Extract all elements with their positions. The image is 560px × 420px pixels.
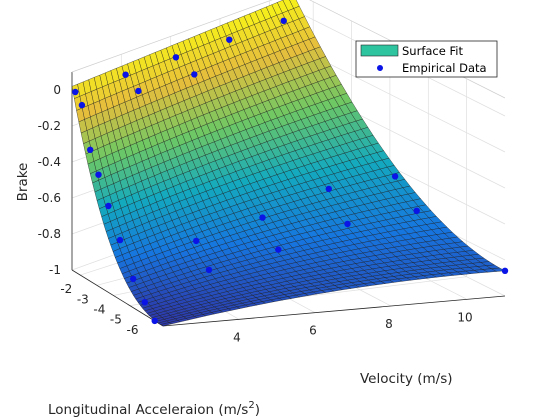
y-tick-label: -5 bbox=[110, 313, 122, 327]
tick-labels: 0 -0.2 -0.4 -0.6 -0.8 -1 -2 -3 -4 -5 -6 4 6 8 10 bbox=[38, 83, 473, 344]
x-tick-label: 6 bbox=[309, 324, 317, 338]
z-axis-label: Brake bbox=[15, 163, 31, 202]
z-tick-label: -0.8 bbox=[38, 227, 61, 241]
x-tick-label: 8 bbox=[385, 317, 393, 331]
y-tick-label: -3 bbox=[77, 292, 89, 306]
x-axis-line bbox=[162, 295, 506, 327]
y-tick-label: -6 bbox=[127, 323, 139, 337]
data-point bbox=[501, 267, 509, 274]
z-tick-label: 0 bbox=[53, 83, 61, 97]
data-point bbox=[259, 214, 266, 221]
data-point bbox=[72, 88, 79, 96]
data-point bbox=[105, 202, 112, 210]
z-tick-label: -0.4 bbox=[38, 155, 61, 169]
legend-surface-label: Surface Fit bbox=[402, 44, 463, 58]
y-tick-label: -4 bbox=[93, 303, 105, 317]
data-point bbox=[172, 54, 180, 61]
data-point bbox=[325, 185, 332, 193]
x-axis-label: Velocity (m/s) bbox=[360, 371, 453, 387]
data-point bbox=[391, 173, 399, 180]
y-axis-label-superscript: 2 bbox=[248, 400, 254, 411]
data-point bbox=[87, 146, 94, 153]
data-point bbox=[275, 246, 282, 253]
data-point bbox=[191, 71, 198, 78]
data-point bbox=[193, 237, 200, 245]
data-point bbox=[116, 236, 124, 244]
legend-point-marker bbox=[377, 65, 383, 71]
empirical-data-points bbox=[72, 17, 509, 325]
y-axis-label: Longitudinal Acceleraion (m/s2) bbox=[48, 400, 260, 418]
y-axis-line bbox=[71, 269, 164, 327]
x-tick-label: 10 bbox=[457, 310, 472, 324]
z-tick-label: -0.2 bbox=[38, 119, 61, 133]
data-point bbox=[280, 17, 287, 24]
legend-surface-swatch bbox=[360, 44, 399, 57]
data-point bbox=[344, 220, 351, 228]
data-point bbox=[78, 101, 86, 109]
surface-fit bbox=[71, 0, 506, 327]
z-tick-label: -1 bbox=[49, 263, 61, 277]
y-axis-label-suffix: ) bbox=[255, 402, 260, 418]
data-point bbox=[141, 299, 148, 306]
data-point bbox=[151, 317, 158, 325]
data-point bbox=[135, 87, 142, 95]
z-tick-label: -0.6 bbox=[38, 191, 61, 205]
data-point bbox=[413, 207, 420, 214]
data-point bbox=[205, 266, 213, 274]
x-tick-label: 4 bbox=[233, 330, 241, 344]
data-point bbox=[226, 36, 233, 43]
data-point bbox=[95, 171, 102, 178]
legend-points-label: Empirical Data bbox=[402, 61, 487, 75]
legend: Surface Fit Empirical Data bbox=[355, 40, 498, 78]
y-axis-label-main: Longitudinal Acceleraion (m/s bbox=[48, 402, 248, 418]
y-tick-label: -2 bbox=[60, 282, 72, 296]
data-point bbox=[130, 275, 137, 283]
data-point bbox=[122, 71, 129, 78]
